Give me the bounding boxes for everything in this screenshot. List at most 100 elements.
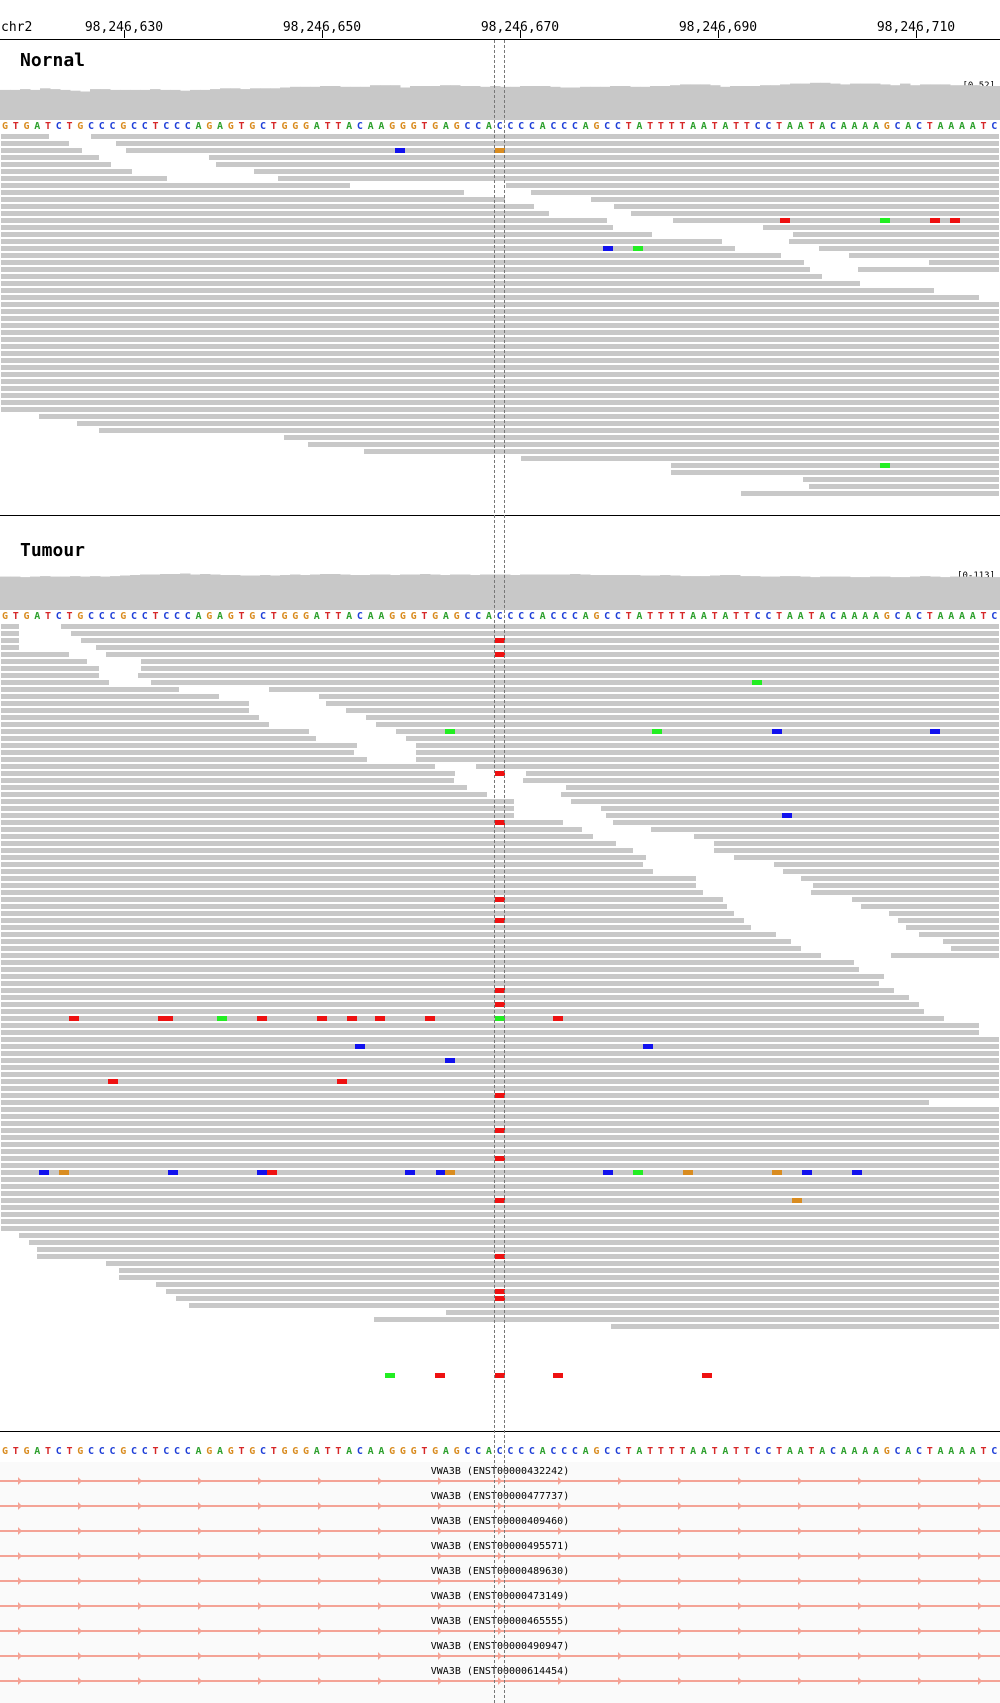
aligned-read[interactable] bbox=[1, 1149, 999, 1154]
mismatch-base[interactable] bbox=[802, 1170, 812, 1175]
aligned-read[interactable] bbox=[1, 309, 999, 314]
mismatch-base[interactable] bbox=[702, 1373, 712, 1378]
aligned-read[interactable] bbox=[396, 729, 999, 734]
tumour-coverage-track[interactable] bbox=[0, 572, 1000, 610]
aligned-read[interactable] bbox=[1, 232, 652, 237]
aligned-read[interactable] bbox=[651, 827, 999, 832]
mismatch-base[interactable] bbox=[603, 246, 613, 251]
aligned-read[interactable] bbox=[416, 757, 999, 762]
aligned-read[interactable] bbox=[1, 358, 999, 363]
aligned-read[interactable] bbox=[81, 638, 999, 643]
aligned-read[interactable] bbox=[1, 792, 487, 797]
mismatch-base[interactable] bbox=[436, 1170, 446, 1175]
aligned-read[interactable] bbox=[613, 820, 999, 825]
mismatch-base[interactable] bbox=[553, 1373, 563, 1378]
aligned-read[interactable] bbox=[1, 281, 860, 286]
aligned-read[interactable] bbox=[364, 449, 999, 454]
aligned-read[interactable] bbox=[793, 232, 999, 237]
aligned-read[interactable] bbox=[1, 701, 249, 706]
aligned-read[interactable] bbox=[523, 778, 999, 783]
aligned-read[interactable] bbox=[156, 1282, 999, 1287]
mismatch-base[interactable] bbox=[495, 918, 505, 923]
normal-coverage-track[interactable] bbox=[0, 82, 1000, 120]
mismatch-base[interactable] bbox=[495, 1296, 505, 1301]
mismatch-base[interactable] bbox=[495, 1289, 505, 1294]
mismatch-base[interactable] bbox=[880, 463, 890, 468]
mismatch-base[interactable] bbox=[495, 1156, 505, 1161]
mismatch-base[interactable] bbox=[425, 1016, 435, 1021]
mismatch-base[interactable] bbox=[217, 1016, 227, 1021]
aligned-read[interactable] bbox=[37, 1247, 999, 1252]
aligned-read[interactable] bbox=[1, 862, 643, 867]
aligned-read[interactable] bbox=[1, 141, 69, 146]
aligned-read[interactable] bbox=[106, 1261, 999, 1266]
aligned-read[interactable] bbox=[1, 827, 582, 832]
mismatch-base[interactable] bbox=[495, 1198, 505, 1203]
aligned-read[interactable] bbox=[803, 477, 999, 482]
aligned-read[interactable] bbox=[1, 722, 269, 727]
mismatch-base[interactable] bbox=[495, 771, 505, 776]
aligned-read[interactable] bbox=[809, 484, 999, 489]
aligned-read[interactable] bbox=[631, 211, 999, 216]
aligned-read[interactable] bbox=[1, 1086, 999, 1091]
aligned-read[interactable] bbox=[1, 1226, 999, 1231]
aligned-read[interactable] bbox=[416, 743, 999, 748]
aligned-read[interactable] bbox=[1, 918, 744, 923]
mismatch-base[interactable] bbox=[495, 820, 505, 825]
aligned-read[interactable] bbox=[476, 764, 999, 769]
aligned-read[interactable] bbox=[1, 911, 734, 916]
aligned-read[interactable] bbox=[126, 148, 999, 153]
aligned-read[interactable] bbox=[1, 638, 19, 643]
mismatch-base[interactable] bbox=[445, 729, 455, 734]
aligned-read[interactable] bbox=[189, 1303, 999, 1308]
mismatch-base[interactable] bbox=[375, 1016, 385, 1021]
aligned-read[interactable] bbox=[1, 687, 179, 692]
mismatch-base[interactable] bbox=[337, 1079, 347, 1084]
aligned-read[interactable] bbox=[19, 1233, 999, 1238]
aligned-read[interactable] bbox=[1, 729, 309, 734]
aligned-read[interactable] bbox=[151, 680, 999, 685]
aligned-read[interactable] bbox=[1, 820, 563, 825]
aligned-read[interactable] bbox=[1, 239, 722, 244]
aligned-read[interactable] bbox=[106, 652, 999, 657]
aligned-read[interactable] bbox=[1, 1044, 999, 1049]
aligned-read[interactable] bbox=[1, 645, 19, 650]
aligned-read[interactable] bbox=[119, 1268, 999, 1273]
aligned-read[interactable] bbox=[1, 813, 514, 818]
mismatch-base[interactable] bbox=[495, 1254, 505, 1259]
aligned-read[interactable] bbox=[819, 246, 999, 251]
aligned-read[interactable] bbox=[416, 750, 999, 755]
aligned-read[interactable] bbox=[1, 883, 696, 888]
mismatch-base[interactable] bbox=[553, 1016, 563, 1021]
aligned-read[interactable] bbox=[1, 1163, 999, 1168]
aligned-read[interactable] bbox=[1, 981, 879, 986]
aligned-read[interactable] bbox=[176, 1296, 999, 1301]
aligned-read[interactable] bbox=[1, 1135, 999, 1140]
aligned-read[interactable] bbox=[1, 225, 613, 230]
aligned-read[interactable] bbox=[1, 652, 69, 657]
aligned-read[interactable] bbox=[1, 631, 19, 636]
aligned-read[interactable] bbox=[366, 715, 999, 720]
aligned-read[interactable] bbox=[1, 897, 723, 902]
mismatch-base[interactable] bbox=[780, 218, 790, 223]
aligned-read[interactable] bbox=[1, 904, 727, 909]
aligned-read[interactable] bbox=[1, 155, 99, 160]
aligned-read[interactable] bbox=[319, 694, 999, 699]
aligned-read[interactable] bbox=[1, 218, 607, 223]
aligned-read[interactable] bbox=[1, 1016, 944, 1021]
mismatch-base[interactable] bbox=[385, 1373, 395, 1378]
mismatch-base[interactable] bbox=[683, 1170, 693, 1175]
aligned-read[interactable] bbox=[374, 1317, 999, 1322]
aligned-read[interactable] bbox=[1, 939, 791, 944]
aligned-read[interactable] bbox=[1, 757, 367, 762]
aligned-read[interactable] bbox=[1, 834, 593, 839]
mismatch-base[interactable] bbox=[852, 1170, 862, 1175]
aligned-read[interactable] bbox=[406, 736, 999, 741]
aligned-read[interactable] bbox=[852, 897, 999, 902]
aligned-read[interactable] bbox=[1, 211, 549, 216]
aligned-read[interactable] bbox=[1, 1184, 999, 1189]
mismatch-base[interactable] bbox=[752, 680, 762, 685]
aligned-read[interactable] bbox=[741, 491, 999, 496]
aligned-read[interactable] bbox=[91, 134, 999, 139]
mismatch-base[interactable] bbox=[782, 813, 792, 818]
